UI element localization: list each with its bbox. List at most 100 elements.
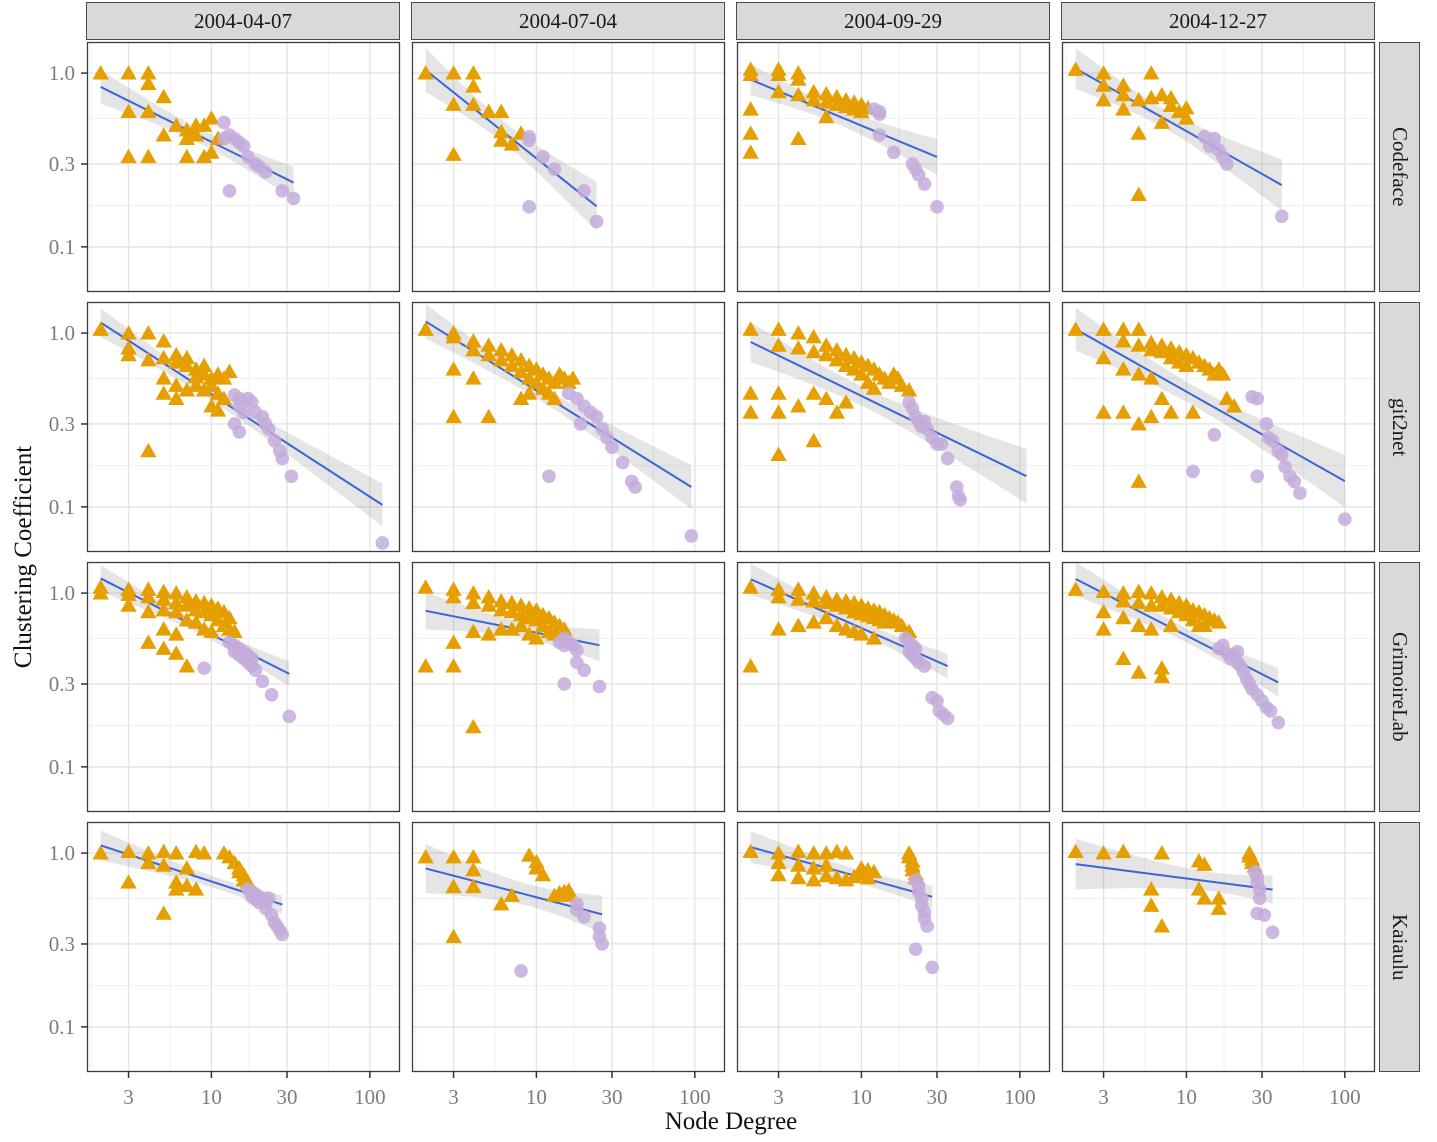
data-point-triangle [92,321,109,336]
data-point-triangle [417,848,434,864]
panel-border [86,301,401,553]
data-point-triangle [1130,617,1147,633]
data-point-triangle [178,597,196,612]
data-point-triangle [140,325,157,340]
data-point-triangle [1115,609,1132,625]
data-point-triangle [790,857,807,872]
data-point-triangle [790,869,807,885]
data-point-triangle [178,877,196,893]
data-point-circle [1220,157,1234,171]
panel-content [417,304,699,543]
data-point-triangle [168,354,185,369]
data-point-triangle [465,370,482,385]
data-point-triangle [828,88,846,104]
data-point-circle [953,492,967,507]
y-tick-label: 1.0 [49,61,75,85]
data-point-triangle [465,861,482,877]
data-point-triangle [493,593,510,608]
panel-border [736,41,1051,293]
data-point-triangle [493,601,510,617]
data-point-triangle [155,640,172,655]
data-point-triangle [465,623,482,639]
panel-content [417,579,607,734]
data-point-triangle [445,581,462,596]
data-point-circle [1230,644,1245,659]
data-point-triangle [1095,603,1112,619]
data-point-triangle [790,843,807,859]
data-point-triangle [465,585,482,600]
data-point-triangle [1130,92,1147,107]
x-tick-label: 100 [354,1085,386,1109]
data-point-triangle [493,341,510,357]
data-point-triangle [417,579,434,594]
data-point-triangle [742,125,759,140]
data-point-triangle [155,333,172,348]
data-point-triangle [1143,597,1160,612]
data-point-triangle [195,382,213,397]
data-point-triangle [480,588,497,604]
data-point-circle [577,663,591,678]
data-point-triangle [195,148,213,164]
data-point-circle [375,536,390,550]
data-point-triangle [226,623,243,639]
data-point-triangle [1162,617,1180,633]
data-point-triangle [168,594,185,610]
data-point-triangle [900,382,918,397]
data-point-triangle [195,845,213,860]
data-point-triangle [445,878,462,894]
data-point-triangle [1196,617,1213,633]
panel-background [737,302,1050,552]
data-point-triangle [493,103,510,119]
data-point-circle [1252,891,1267,906]
panel-content [1067,562,1286,730]
data-point-triangle [742,144,759,159]
y-tick-label: 0.3 [49,412,75,436]
data-point-triangle [140,845,157,860]
panel-background [412,822,725,1072]
data-point-triangle [493,621,510,636]
facet-row-label: Kaiaulu [1388,913,1412,981]
data-point-triangle [1130,125,1147,140]
data-point-triangle [1115,77,1132,92]
data-point-circle [255,674,270,689]
data-point-triangle [465,718,482,734]
data-point-triangle [790,130,807,145]
data-point-triangle [168,346,185,362]
data-point-triangle [853,626,870,641]
data-point-triangle [445,361,462,376]
facet-row-strip: GrimoireLab [1379,562,1420,812]
data-point-triangle [818,390,835,405]
data-point-circle [573,417,588,431]
data-point-triangle [168,645,185,660]
data-point-triangle [1130,321,1147,336]
x-tick-label: 3 [448,1085,459,1109]
trend-line [1075,328,1346,482]
data-point-triangle [742,66,759,82]
data-point-triangle [512,352,530,367]
panel-content [92,830,290,942]
facet-row-label: git2net [1388,397,1412,457]
facet-column-label: 2004-12-27 [1169,8,1267,33]
data-point-triangle [1214,366,1232,381]
data-point-circle [536,149,550,164]
data-point-circle [547,162,562,176]
facet-panel [86,41,401,293]
trend-line [750,341,1027,478]
panel-background [412,42,725,292]
data-point-triangle [1095,845,1112,860]
x-tick-label: 3 [123,1085,134,1109]
data-point-triangle [465,65,482,80]
data-point-triangle [1130,473,1147,488]
data-point-triangle [742,385,759,400]
facet-column-strip: 2004-09-29 [736,2,1050,40]
data-point-triangle [828,352,846,367]
data-point-triangle [1130,594,1147,610]
panel-grid [737,42,1050,292]
data-point-triangle [140,148,157,164]
data-point-circle [264,687,279,702]
data-point-triangle [120,346,137,362]
panel-content [742,563,955,726]
data-point-circle [1263,704,1278,718]
x-tick-label: 10 [526,1085,547,1109]
data-point-circle [908,641,923,656]
